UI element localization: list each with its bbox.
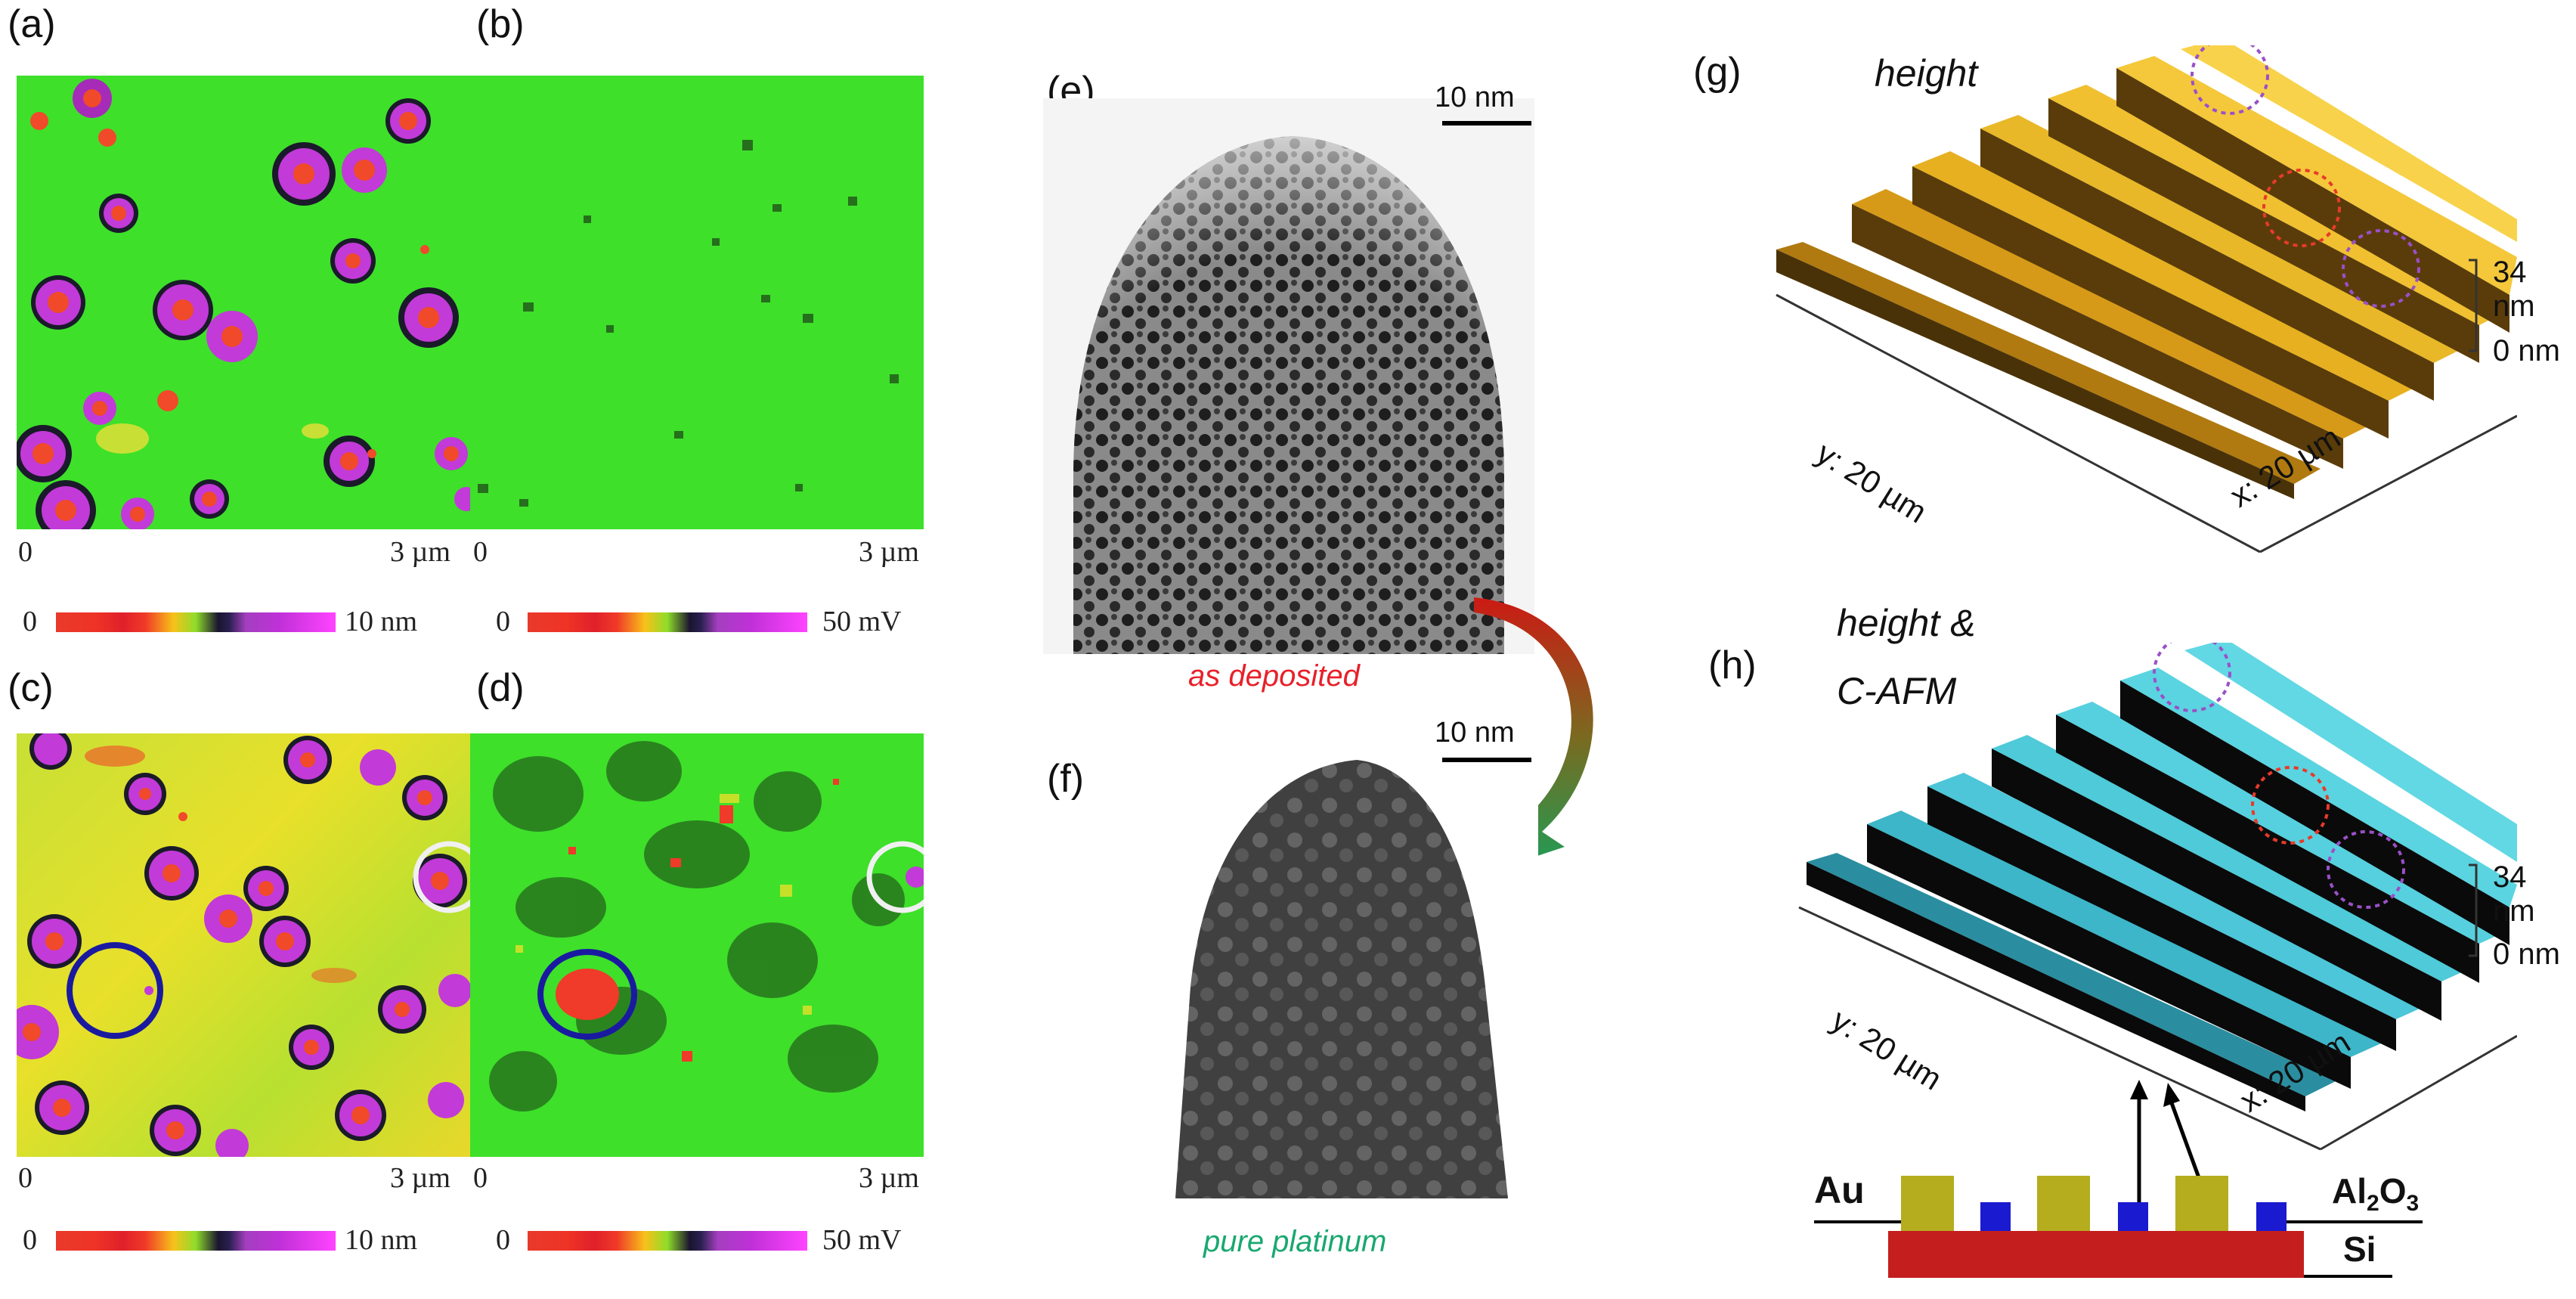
panel-label-c: (c) (8, 666, 54, 710)
afm-height-map-a (17, 76, 470, 529)
colorbar-max-c: 10 nm (345, 1224, 418, 1256)
colorbar-min-c: 0 (23, 1224, 37, 1256)
colorbar-min-b: 0 (496, 606, 510, 637)
afm-current-map-d (470, 733, 924, 1157)
afm-current-features-b (478, 140, 899, 507)
line-au (1814, 1220, 1920, 1223)
colorbar-min-d: 0 (496, 1224, 510, 1256)
afm-height-features-c (17, 733, 470, 1157)
axis-zero-b: 0 (473, 536, 488, 568)
afm-current-features-d (489, 741, 924, 1111)
panel-label-b: (b) (476, 2, 525, 46)
colorbar-current-b (528, 612, 807, 632)
au-electrode-3 (2175, 1176, 2228, 1231)
label-al2o3-sub3: 3 (2406, 1191, 2420, 1217)
colorbar-current-d (528, 1231, 807, 1251)
axis-length-a: 3 µm (390, 536, 450, 568)
plot-h-title-line2: C-AFM (1837, 670, 1957, 712)
z-axis-bracket-h (2469, 863, 2478, 957)
caption-pure-platinum: pure platinum (1203, 1225, 1387, 1258)
afm-current-map-b (470, 76, 924, 529)
axis-zero-a: 0 (18, 536, 33, 568)
ridges-h (1807, 643, 2517, 1111)
axis-length-d: 3 µm (859, 1162, 919, 1194)
tem-image-pure-platinum (1145, 760, 1538, 1198)
colorbar-min-a: 0 (23, 606, 37, 637)
axis-length-b: 3 µm (859, 536, 919, 568)
scale-bar-f (1442, 758, 1531, 762)
transformation-arrow (1474, 597, 1593, 877)
au-electrode-1 (1901, 1176, 1954, 1231)
z-axis-bracket-g (2469, 259, 2478, 352)
scale-label-f: 10 nm (1435, 717, 1515, 749)
axis-zero-d: 0 (473, 1162, 488, 1194)
label-al2o3-sub2: 2 (2367, 1191, 2379, 1217)
line-si (2302, 1275, 2392, 1278)
panel-label-f: (f) (1047, 757, 1085, 801)
caption-as-deposited: as deposited (1188, 659, 1360, 693)
scale-bar-e (1442, 121, 1531, 126)
al2o3-block-2 (2118, 1202, 2148, 1231)
colorbar-height-a (56, 612, 336, 632)
colorbar-max-a: 10 nm (345, 606, 418, 637)
axis-length-c: 3 µm (390, 1162, 450, 1194)
colorbar-max-d: 50 mV (822, 1224, 902, 1256)
panel-label-g: (g) (1693, 50, 1742, 94)
z-top-h: 34 nm (2493, 860, 2535, 928)
z-bottom-h: 0 nm (2493, 938, 2560, 971)
al2o3-block-1 (1980, 1202, 2011, 1231)
colorbar-height-c (56, 1231, 336, 1251)
colorbar-max-b: 50 mV (822, 606, 902, 637)
3d-height-current-plot-h (1798, 643, 2517, 1151)
label-al2o3: Al2O3 (2332, 1170, 2419, 1217)
si-substrate (1888, 1231, 2304, 1278)
pointer-arrows (2130, 1080, 2217, 1222)
ridges-g (1776, 45, 2517, 499)
label-al2o3-al: Al (2332, 1171, 2367, 1211)
label-au: Au (1814, 1169, 1865, 1211)
label-al2o3-o: O (2379, 1171, 2407, 1211)
tem-image-as-deposited (1043, 98, 1534, 654)
z-top-g: 34 nm (2493, 256, 2535, 323)
line-al2o3 (2271, 1220, 2423, 1223)
3d-height-plot-g (1776, 45, 2517, 553)
plot-g-title: height (1875, 52, 1978, 95)
grains (17, 79, 470, 529)
al2o3-block-3 (2256, 1202, 2287, 1231)
z-bottom-g: 0 nm (2493, 334, 2560, 367)
afm-height-map-c (17, 733, 470, 1157)
axis-zero-c: 0 (18, 1162, 33, 1194)
scale-label-e: 10 nm (1435, 82, 1515, 113)
panel-label-d: (d) (476, 666, 525, 710)
label-si: Si (2343, 1229, 2376, 1269)
plot-h-title-line1: height & (1837, 602, 1976, 644)
afm-height-features-a (17, 79, 470, 529)
au-electrode-2 (2037, 1176, 2090, 1231)
panel-label-a: (a) (8, 2, 56, 46)
panel-label-h: (h) (1708, 643, 1757, 687)
